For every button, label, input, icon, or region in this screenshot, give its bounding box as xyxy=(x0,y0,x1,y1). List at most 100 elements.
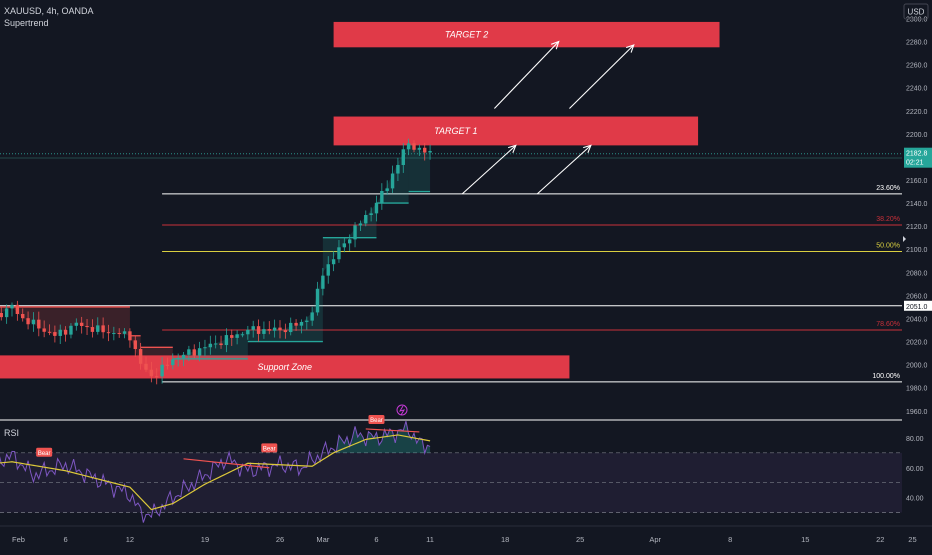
supertrend-fill-4 xyxy=(172,330,248,359)
supertrend-fill-5 xyxy=(247,272,323,342)
candle-body-31 xyxy=(149,369,154,377)
candle-body-63 xyxy=(321,275,325,289)
price-tick-16: 2280.0 xyxy=(906,40,928,47)
candle-body-26 xyxy=(122,331,127,334)
supertrend-fill-7 xyxy=(376,143,409,204)
time-tick-9: 25 xyxy=(576,535,584,544)
price-tick-10: 2160.0 xyxy=(906,178,928,185)
rsi-tick-2: 80.00 xyxy=(906,436,924,443)
time-tick-12: 15 xyxy=(801,535,809,544)
price-tick-1: 1980.0 xyxy=(906,386,928,393)
candle-body-80 xyxy=(412,143,416,150)
candle-body-3 xyxy=(0,312,3,318)
candle-body-30 xyxy=(144,363,148,370)
price-tick-0: 1960.0 xyxy=(906,409,928,416)
currency-button-label: USD xyxy=(908,8,925,17)
projection-arrow-4 xyxy=(569,44,635,109)
candle-body-12 xyxy=(47,331,52,333)
candle-body-8 xyxy=(26,318,30,325)
projection-arrow-3 xyxy=(494,41,560,109)
candle-body-57 xyxy=(289,322,293,333)
projection-arrowhead-4 xyxy=(626,44,635,53)
candle-body-35 xyxy=(171,359,175,366)
candle-body-74 xyxy=(380,190,384,203)
candle-body-69 xyxy=(353,225,357,240)
price-tick-3: 2020.0 xyxy=(906,340,928,347)
candle-body-60 xyxy=(305,320,309,322)
candle-body-76 xyxy=(390,173,395,189)
time-tick-14: 25 xyxy=(908,535,916,544)
hline-layer xyxy=(0,153,902,307)
candle-body-48 xyxy=(240,334,245,336)
candle-body-61 xyxy=(310,312,314,321)
time-tick-2: 12 xyxy=(126,535,134,544)
price-tick-5: 2060.0 xyxy=(906,293,928,300)
rsi-overbought-fill xyxy=(333,421,431,453)
candle-body-21 xyxy=(96,325,100,332)
candle-body-18 xyxy=(79,322,84,327)
candle-body-44 xyxy=(219,343,223,346)
bear-tag-2 xyxy=(36,447,53,457)
price-tick-9: 2140.0 xyxy=(906,201,928,208)
time-tick-11: 8 xyxy=(728,535,732,544)
time-tick-10: Apr xyxy=(649,535,661,544)
candle-body-47 xyxy=(235,334,239,338)
lightning-glyph xyxy=(398,405,406,416)
candle-body-73 xyxy=(374,202,379,214)
candle-body-4 xyxy=(4,308,9,318)
candle-body-42 xyxy=(208,343,213,348)
candle-body-27 xyxy=(128,331,132,341)
price-tick-4: 2040.0 xyxy=(906,316,928,323)
arrow-layer xyxy=(461,40,635,195)
candle-body-68 xyxy=(347,239,352,244)
price-tick-7: 2100.0 xyxy=(906,247,928,254)
candle-body-5 xyxy=(10,304,14,309)
candle-body-17 xyxy=(74,322,79,326)
candle-body-37 xyxy=(181,354,186,359)
currency-button[interactable] xyxy=(903,3,929,20)
candle-body-24 xyxy=(112,333,116,335)
time-tick-3: 19 xyxy=(201,535,209,544)
candle-body-40 xyxy=(197,348,202,356)
candle-body-23 xyxy=(106,332,111,334)
candle-body-71 xyxy=(364,214,368,224)
candle-body-77 xyxy=(396,164,400,174)
bear-tag-label-3: Bear xyxy=(263,446,276,452)
indicator-name[interactable]: Supertrend xyxy=(4,18,49,28)
candle-body-55 xyxy=(278,327,282,331)
price-axis-background xyxy=(902,0,932,550)
candle-body-36 xyxy=(176,358,180,360)
candle-body-53 xyxy=(267,329,271,331)
bear-tag-label-4: Bear xyxy=(370,418,383,424)
divergence-line-2 xyxy=(365,428,420,433)
projection-arrow-1 xyxy=(461,144,517,195)
candle-body-51 xyxy=(256,326,261,334)
rsi-indicator-label[interactable]: RSI xyxy=(4,428,20,438)
candle-body-20 xyxy=(90,327,95,332)
candle-body-62 xyxy=(315,288,320,313)
bear-tag-3 xyxy=(261,443,278,453)
fib-layer: 23.60% 38.20% 50.00% 78.60% 100.00% xyxy=(162,185,902,383)
price-axis: 1960.0 1980.0 2000.0 2020.0 2040.0 2060.0 2080… xyxy=(902,0,932,550)
fib-label-1: 23.60% xyxy=(876,185,900,192)
candle-body-28 xyxy=(133,340,137,350)
zone-label-1: TARGET 2 xyxy=(445,30,488,40)
price-tick-17: 2300.0 xyxy=(906,16,928,23)
candle-body-58 xyxy=(294,322,298,326)
price-tick-15: 2260.0 xyxy=(906,63,928,70)
bar-countdown: 02:21 xyxy=(906,160,924,167)
candle-layer xyxy=(0,138,432,385)
candle-body-34 xyxy=(165,364,170,366)
candle-body-15 xyxy=(63,329,68,335)
bear-tag-4 xyxy=(368,414,385,424)
candle-body-45 xyxy=(224,335,229,346)
candle-body-16 xyxy=(69,325,73,335)
candle-body-64 xyxy=(326,264,330,276)
candle-body-78 xyxy=(401,149,405,165)
candle-body-9 xyxy=(31,319,36,325)
alert-lightning-icon[interactable] xyxy=(396,404,408,416)
rsi-ma-line xyxy=(0,434,431,511)
time-tick-1: 6 xyxy=(64,535,68,544)
